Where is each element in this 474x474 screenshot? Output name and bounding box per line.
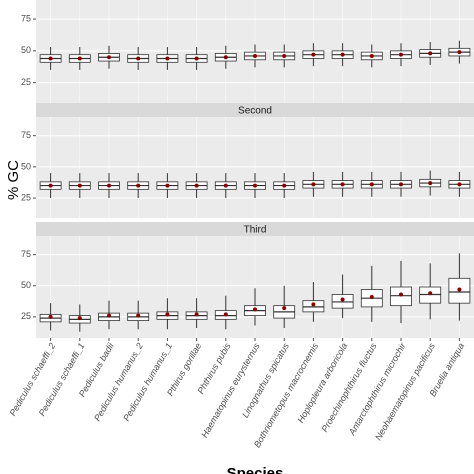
mean xyxy=(340,297,345,302)
mean xyxy=(340,52,345,57)
mean xyxy=(77,316,82,321)
mean xyxy=(107,313,111,318)
mean xyxy=(340,182,345,187)
mean xyxy=(311,302,316,307)
mean xyxy=(457,50,462,55)
mean xyxy=(223,55,228,60)
mean xyxy=(77,183,82,188)
y-tick-label: 75 xyxy=(21,130,31,140)
y-tick-label: 50 xyxy=(21,45,31,55)
mean xyxy=(428,291,433,296)
mean xyxy=(457,182,462,187)
mean xyxy=(369,182,374,187)
mean xyxy=(282,306,287,311)
mean xyxy=(369,53,374,58)
mean xyxy=(48,56,53,61)
strip-label: Third xyxy=(244,225,267,236)
mean xyxy=(48,183,53,188)
y-tick-label: 50 xyxy=(21,161,31,171)
mean xyxy=(311,52,316,57)
mean xyxy=(107,183,111,188)
strip-label: Second xyxy=(238,106,272,117)
x-tick-label: Haematopinus eurysternus xyxy=(199,341,262,440)
mean xyxy=(457,287,462,292)
mean xyxy=(282,53,287,58)
x-tick-label: Proechinophthirus fluctus xyxy=(319,341,378,434)
mean xyxy=(165,183,170,188)
mean xyxy=(428,51,433,56)
y-tick-label: 50 xyxy=(21,280,31,290)
mean xyxy=(369,294,374,299)
mean xyxy=(194,183,199,188)
mean xyxy=(399,52,403,57)
mean xyxy=(165,56,170,61)
mean xyxy=(282,183,287,188)
y-tick-label: 75 xyxy=(21,249,31,259)
mean xyxy=(136,56,141,61)
mean xyxy=(253,183,257,188)
mean xyxy=(107,55,111,60)
mean xyxy=(194,312,199,317)
y-axis-label: % GC xyxy=(5,160,22,200)
mean xyxy=(399,182,403,187)
y-tick-label: 25 xyxy=(21,311,31,321)
y-tick-label: 25 xyxy=(21,192,31,202)
strip xyxy=(36,103,474,117)
mean xyxy=(428,181,433,186)
mean xyxy=(136,183,141,188)
mean xyxy=(165,312,170,317)
y-tick-label: 25 xyxy=(21,77,31,87)
mean xyxy=(48,314,53,319)
mean xyxy=(311,182,316,187)
mean xyxy=(399,292,403,297)
mean xyxy=(223,312,228,317)
mean xyxy=(136,313,141,318)
mean xyxy=(223,183,228,188)
mean xyxy=(253,53,257,58)
x-axis-label: Species xyxy=(227,465,284,474)
strip xyxy=(36,222,474,236)
mean xyxy=(194,56,199,61)
y-tick-label: 75 xyxy=(21,13,31,23)
x-tick-label: Antarctophthirus microchir xyxy=(346,340,408,437)
mean xyxy=(77,56,82,61)
mean xyxy=(253,307,257,312)
